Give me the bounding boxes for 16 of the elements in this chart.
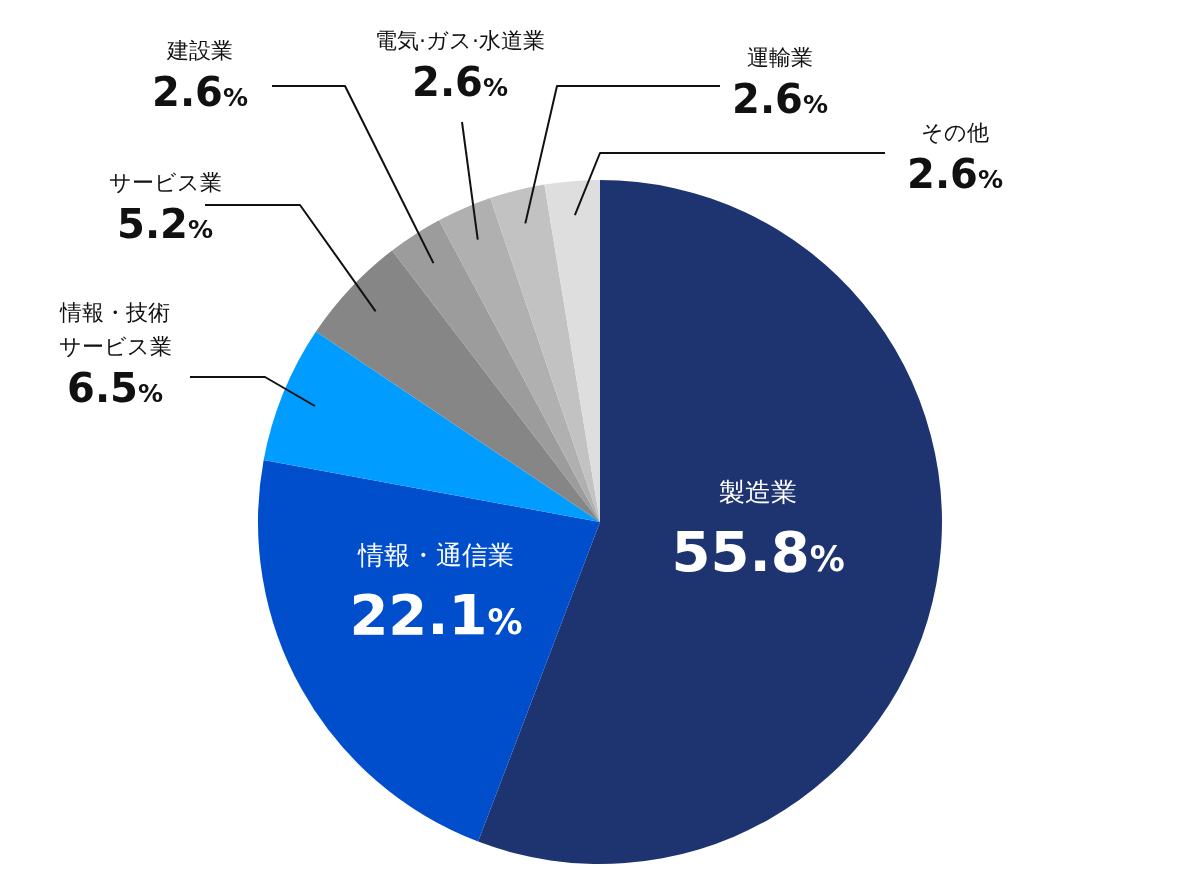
data-label: 6.5% — [67, 365, 163, 411]
data-label: 22.1% — [349, 582, 523, 648]
slice-label: 電気·ガス·水道業 — [375, 28, 545, 53]
data-label: 55.8% — [671, 519, 845, 585]
slice-label: その他 — [921, 120, 989, 145]
slice-label: 情報・通信業 — [357, 540, 515, 571]
slice-label: 運輸業 — [747, 45, 813, 70]
slice-label: サービス業 — [108, 170, 222, 195]
data-label: 5.2% — [117, 201, 213, 247]
data-label: 2.6% — [152, 69, 248, 115]
slice-label: 製造業 — [719, 477, 798, 508]
slice-label: 情報・技術サービス業 — [58, 300, 172, 359]
data-label: 2.6% — [732, 76, 828, 122]
data-label: 2.6% — [907, 151, 1003, 197]
slice-label: 建設業 — [166, 38, 233, 63]
data-label: 2.6% — [412, 59, 508, 105]
